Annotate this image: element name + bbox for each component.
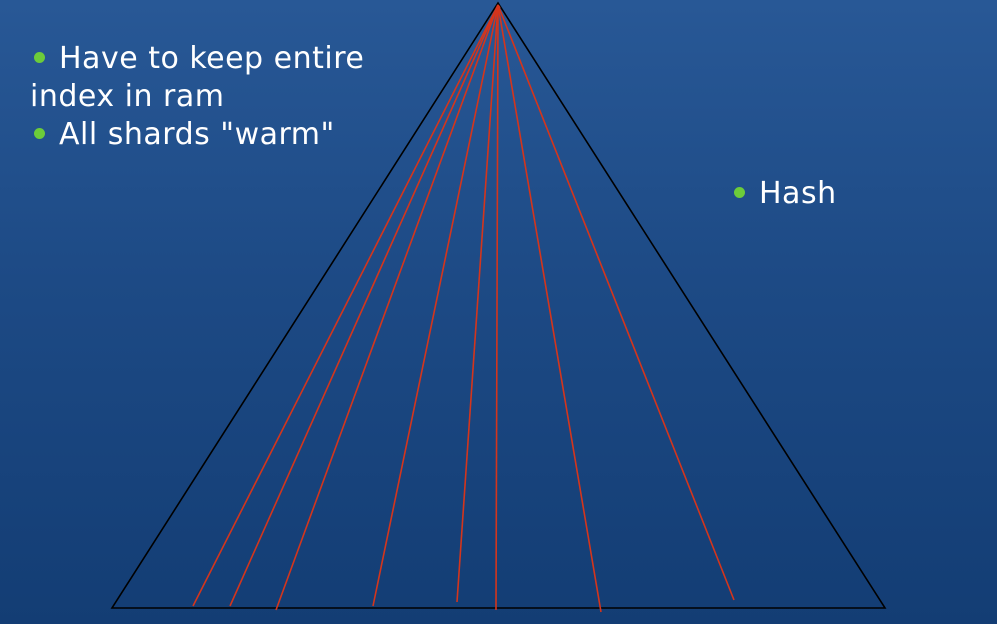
partition-line-4 — [372, 4, 499, 607]
partition-line-7 — [497, 4, 602, 613]
bullet-dot-icon — [34, 52, 45, 63]
bullet-dot-icon — [34, 128, 45, 139]
bullet-text: All shards "warm" — [59, 117, 335, 152]
bullet-text-continued: index in ram — [30, 79, 225, 114]
partition-line-6 — [495, 4, 499, 611]
partition-line-1 — [192, 4, 499, 607]
hash-partition-lines — [192, 4, 735, 613]
partition-line-8 — [497, 4, 735, 601]
index-triangle — [110, 1, 887, 609]
partition-line-3 — [275, 4, 499, 611]
bullet-item-ram: Have to keep entire index in ram — [30, 40, 450, 116]
bullet-text: Have to keep entire — [59, 41, 365, 76]
bullet-item-warm-shards: All shards "warm" — [30, 116, 450, 154]
partition-line-2 — [229, 4, 499, 607]
partition-line-9 — [497, 4, 501, 9]
bullet-text: Hash — [759, 176, 837, 211]
left-bullet-list: Have to keep entire index in ram All sha… — [30, 40, 450, 154]
partition-line-5 — [456, 4, 499, 603]
bullet-item-hash: Hash — [730, 175, 970, 213]
right-bullet-list: Hash — [730, 175, 970, 213]
bullet-dot-icon — [734, 187, 745, 198]
